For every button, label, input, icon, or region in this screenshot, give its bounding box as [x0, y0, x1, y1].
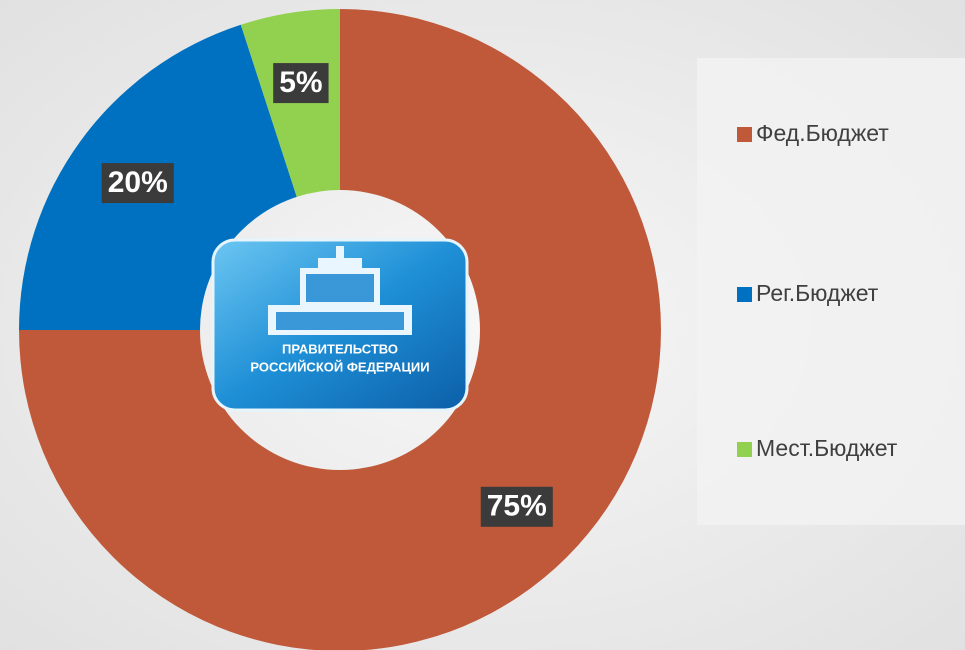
legend-label: Рег.Бюджет [756, 280, 879, 306]
data-label: 75% [487, 490, 547, 523]
data-label: 5% [279, 66, 322, 99]
legend-swatch [737, 287, 752, 302]
label-box [101, 163, 174, 204]
legend-label: Фед.Бюджет [756, 120, 889, 146]
logo-text: ПРАВИТЕЛЬСТВО [282, 341, 398, 356]
label-box [480, 486, 553, 527]
legend-item: Фед.Бюджет [737, 120, 889, 146]
legend-swatch [737, 442, 752, 457]
legend-item: Рег.Бюджет [737, 280, 879, 306]
center-logo: ПРАВИТЕЛЬСТВО РОССИЙСКОЙ ФЕДЕРАЦИИ [211, 238, 469, 412]
legend-item: Мест.Бюджет [737, 435, 898, 461]
logo-text: РОССИЙСКОЙ ФЕДЕРАЦИИ [250, 359, 429, 374]
legend-swatch [737, 127, 752, 142]
data-label: 20% [108, 166, 168, 199]
label-box [273, 63, 329, 104]
legend-label: Мест.Бюджет [756, 435, 898, 461]
